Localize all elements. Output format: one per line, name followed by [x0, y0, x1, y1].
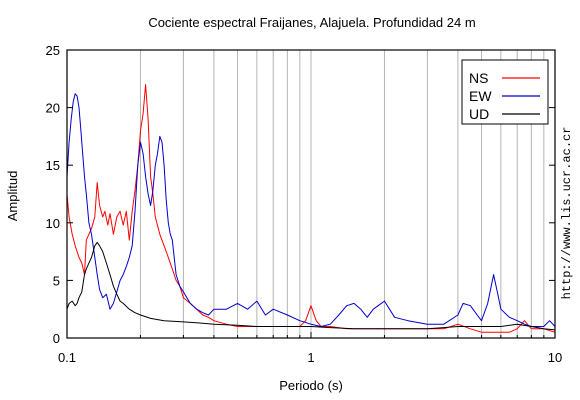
- y-tick-label: 0: [53, 331, 60, 346]
- legend-label-ud: UD: [469, 106, 489, 122]
- y-tick-label: 10: [46, 216, 60, 231]
- legend-label-ns: NS: [469, 70, 488, 86]
- chart-title: Cociente espectral Fraijanes, Alajuela. …: [148, 15, 475, 30]
- legend-label-ew: EW: [469, 88, 492, 104]
- website-note: http://www.lis.ucr.ac.cr: [560, 127, 574, 300]
- y-tick-label: 25: [46, 43, 60, 58]
- y-tick-label: 15: [46, 158, 60, 173]
- y-tick-label: 20: [46, 101, 60, 116]
- series-line-ud: [66, 241, 556, 331]
- y-tick-label: 5: [53, 273, 60, 288]
- x-axis-title: Periodo (s): [279, 378, 343, 393]
- x-tick-label: 0.1: [58, 350, 76, 365]
- x-axis: 0.1 1 10: [58, 332, 562, 365]
- x-tick-label: 10: [548, 350, 562, 365]
- series-line-ew: [66, 93, 556, 327]
- grid-lines: [139, 50, 545, 338]
- x-tick-label: 1: [307, 350, 314, 365]
- legend-box: [461, 59, 549, 125]
- y-axis: 0 5 10 15 20 25: [46, 43, 555, 346]
- legend: NS EW UD: [461, 59, 549, 125]
- y-axis-title: Amplitud: [5, 171, 20, 222]
- series-layer: [66, 84, 556, 333]
